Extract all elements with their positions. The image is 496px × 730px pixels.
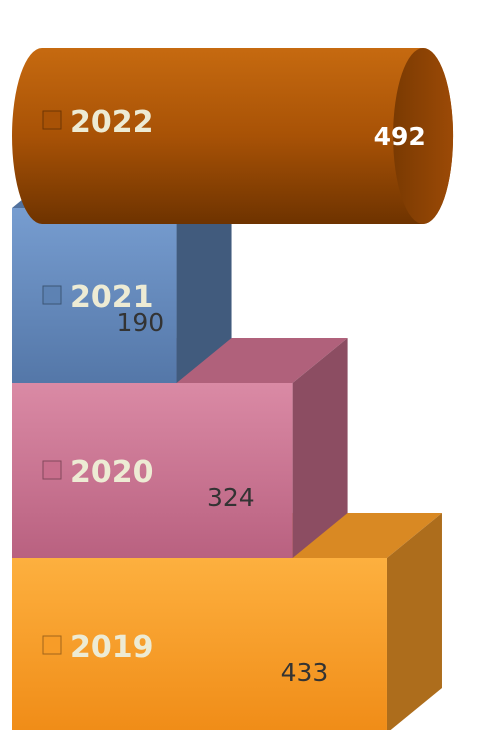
category-text-2021: 2021 <box>70 280 154 315</box>
category-label-2021: 2021 <box>42 280 154 315</box>
bar-2022-body <box>12 48 454 224</box>
category-label-2020: 2020 <box>42 455 154 490</box>
bar-2021-front <box>12 208 177 383</box>
bar-2022 <box>12 48 454 224</box>
legend-marker-2020 <box>42 460 62 480</box>
value-label-2022: 492 <box>374 122 426 151</box>
category-label-2022: 2022 <box>42 105 154 140</box>
value-label-2021: 190 <box>116 308 164 337</box>
legend-marker-2022 <box>42 110 62 130</box>
category-label-2019: 2019 <box>42 630 154 665</box>
bar-2019-side <box>386 513 442 730</box>
bar-2019-front <box>12 558 387 730</box>
value-label-2020: 324 <box>207 483 255 512</box>
category-text-2020: 2020 <box>70 455 154 490</box>
bar-2020-side <box>292 338 348 558</box>
legend-marker-2021 <box>42 285 62 305</box>
legend-marker-2019 <box>42 635 62 655</box>
bar-2022-cap <box>393 48 454 224</box>
value-label-2019: 433 <box>281 658 329 687</box>
category-text-2019: 2019 <box>70 630 154 665</box>
category-text-2022: 2022 <box>70 105 154 140</box>
